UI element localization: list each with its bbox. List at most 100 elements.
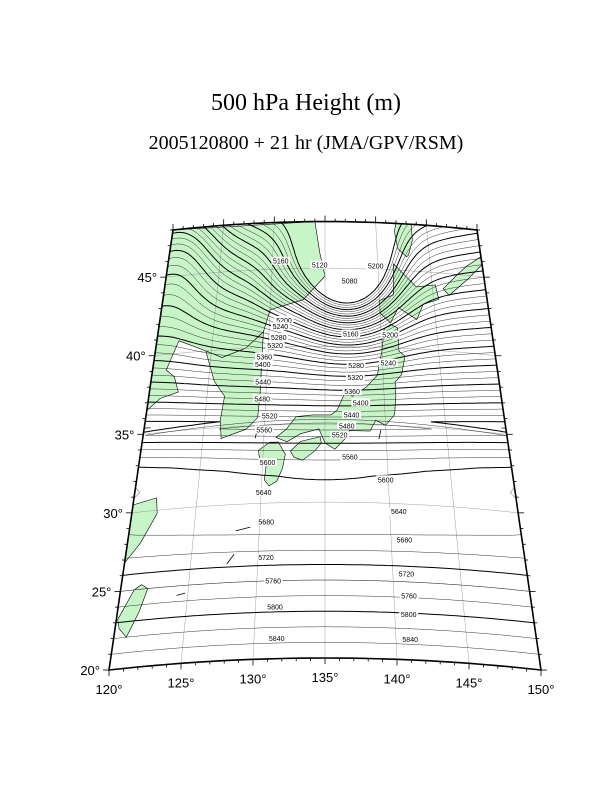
contour-label-bg xyxy=(341,329,361,338)
contour-label-bg xyxy=(254,425,274,434)
contour-label-bg xyxy=(254,487,274,496)
contour-label: 5640 xyxy=(391,509,407,516)
contour-label-bg xyxy=(400,635,420,644)
contour-label: 5680 xyxy=(397,537,413,544)
contour-label-bg xyxy=(389,507,409,515)
shikoku-land xyxy=(290,436,322,461)
meridian-line xyxy=(252,222,275,660)
contour-label-bg xyxy=(340,452,360,461)
contour-label: 5440 xyxy=(255,379,271,386)
contour-label-bg xyxy=(342,387,362,396)
small-island xyxy=(235,526,251,532)
contour-minor xyxy=(109,642,541,658)
contour-major xyxy=(118,420,532,444)
contour-label-bg xyxy=(378,358,398,367)
contour-label-bg xyxy=(340,276,359,285)
contour-label: 5840 xyxy=(269,636,285,643)
lon-tick-label: 135° xyxy=(312,670,339,685)
axis-ticks: 120° 125° 130° 135° 140° 145° 150° 20° 25° 30° 35°… xyxy=(80,215,554,697)
contour-minor xyxy=(218,221,483,306)
contour-label: 5520 xyxy=(332,433,348,440)
contour-label-bg xyxy=(395,535,414,544)
contour-label-bg xyxy=(271,256,291,265)
lat-tick-label: 45° xyxy=(137,270,157,285)
contour-minor xyxy=(157,221,496,315)
lat-tick-label: 40° xyxy=(126,349,146,364)
contour-label-bg xyxy=(337,421,357,430)
small-island xyxy=(176,592,186,596)
small-island xyxy=(378,429,382,440)
contour-label: 5560 xyxy=(342,455,358,462)
contour-label: 5320 xyxy=(348,375,364,382)
contour-label-bg xyxy=(351,398,371,407)
contour-labels: 5080512051605160520052005200524052405280… xyxy=(252,256,420,644)
contour-label: 5160 xyxy=(343,332,359,339)
contour-label-bg xyxy=(258,458,277,467)
contour-minor xyxy=(211,221,493,308)
contour-label-bg xyxy=(263,576,283,585)
contour-label: 5400 xyxy=(255,362,271,369)
contour-label-bg xyxy=(366,261,386,270)
contour-label: 5200 xyxy=(368,264,384,271)
contour-label: 5160 xyxy=(273,259,289,266)
lat-tick-label: 20° xyxy=(80,663,100,678)
meridian-line xyxy=(180,225,224,664)
map-title: 500 hPa Height (m) xyxy=(211,90,401,116)
contour-label-bg xyxy=(399,610,419,619)
contour-label: 5800 xyxy=(401,612,417,619)
contour-label: 5800 xyxy=(267,605,283,612)
contour-label-bg xyxy=(271,322,290,331)
contour-label-bg xyxy=(380,330,400,339)
contour-label-bg xyxy=(269,333,289,342)
taiwan-land xyxy=(117,584,149,638)
contour-label-bg xyxy=(346,360,366,369)
contour-label-bg xyxy=(254,352,274,361)
contour-label: 5720 xyxy=(399,572,415,579)
contour-label: 5600 xyxy=(260,460,276,467)
contour-label: 5480 xyxy=(339,423,355,430)
contour-label-bg xyxy=(397,569,416,578)
contour-label: 5280 xyxy=(271,335,287,342)
contour-label: 5440 xyxy=(344,413,360,420)
lon-tick-label: 130° xyxy=(240,671,267,686)
contour-label: 5360 xyxy=(257,354,273,361)
lon-tick-label: 140° xyxy=(384,671,411,686)
contour-minor xyxy=(136,326,515,361)
contour-label-bg xyxy=(265,602,285,611)
contour-label-bg xyxy=(253,377,273,386)
small-island xyxy=(226,554,235,565)
contour-minor xyxy=(75,689,575,705)
contour-label-bg xyxy=(399,591,419,600)
contour-label: 5760 xyxy=(265,578,281,585)
contour-label: 5480 xyxy=(254,396,270,403)
contour-label-bg xyxy=(345,373,365,382)
contour-major xyxy=(109,564,541,579)
lon-tick-label: 145° xyxy=(456,675,483,690)
contour-label-bg xyxy=(253,360,273,369)
contour-label: 5560 xyxy=(256,428,272,435)
hokkaido-land xyxy=(379,263,440,324)
contour-label-bg xyxy=(252,394,272,403)
meridian-line xyxy=(426,225,470,664)
contour-label: 5200 xyxy=(382,333,398,340)
contour-label: 5520 xyxy=(262,413,278,420)
contour-label: 5080 xyxy=(342,279,358,286)
lat-tick-label: 30° xyxy=(103,506,123,521)
contour-minor xyxy=(142,283,511,348)
contour-label: 5840 xyxy=(402,637,418,644)
contour-label-bg xyxy=(267,633,287,642)
lon-tick-label: 120° xyxy=(96,682,123,697)
contour-label-bg xyxy=(376,475,396,484)
contour-minor xyxy=(109,550,541,561)
contour-label: 5200 xyxy=(276,318,292,325)
sakhalin-land xyxy=(394,223,413,258)
contour-label: 5760 xyxy=(401,594,417,601)
contour-minor xyxy=(123,408,527,431)
map-subtitle: 2005120800 + 21 hr (JMA/GPV/RSM) xyxy=(148,132,464,154)
contour-label-bg xyxy=(256,553,276,562)
contour-label: 5240 xyxy=(273,324,289,331)
contour-label-bg xyxy=(256,517,276,526)
contour-label-bg xyxy=(330,430,350,439)
contour-minor xyxy=(122,414,528,437)
